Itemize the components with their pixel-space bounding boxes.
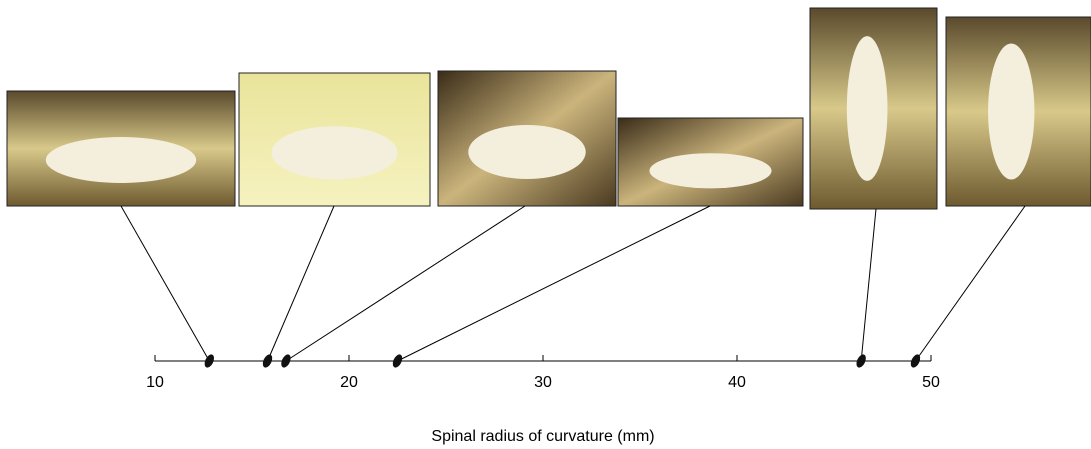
point <box>204 354 214 368</box>
leader-line <box>860 208 877 362</box>
mouse-body <box>846 36 888 181</box>
point <box>856 354 866 368</box>
x-axis-label: Spinal radius of curvature (mm) <box>431 428 654 445</box>
x-tick-label: 10 <box>146 374 164 391</box>
point <box>392 354 403 368</box>
leader-line <box>267 205 335 362</box>
x-tick-label: 20 <box>340 374 358 391</box>
point <box>262 354 273 368</box>
mouse-body <box>468 125 586 179</box>
leader-line <box>285 205 526 362</box>
mouse-body <box>988 43 1035 180</box>
x-tick-label: 50 <box>922 374 940 391</box>
x-tick-label: 30 <box>534 374 552 391</box>
leader-line <box>915 205 1026 362</box>
photos <box>6 7 1091 210</box>
point <box>910 354 921 368</box>
point <box>281 354 291 368</box>
mouse-body <box>45 137 197 183</box>
x-tick-label: 40 <box>728 374 746 391</box>
leader-line <box>120 205 210 362</box>
mouse-body <box>271 126 398 180</box>
leader-line <box>397 205 711 362</box>
mouse-body <box>649 153 772 189</box>
